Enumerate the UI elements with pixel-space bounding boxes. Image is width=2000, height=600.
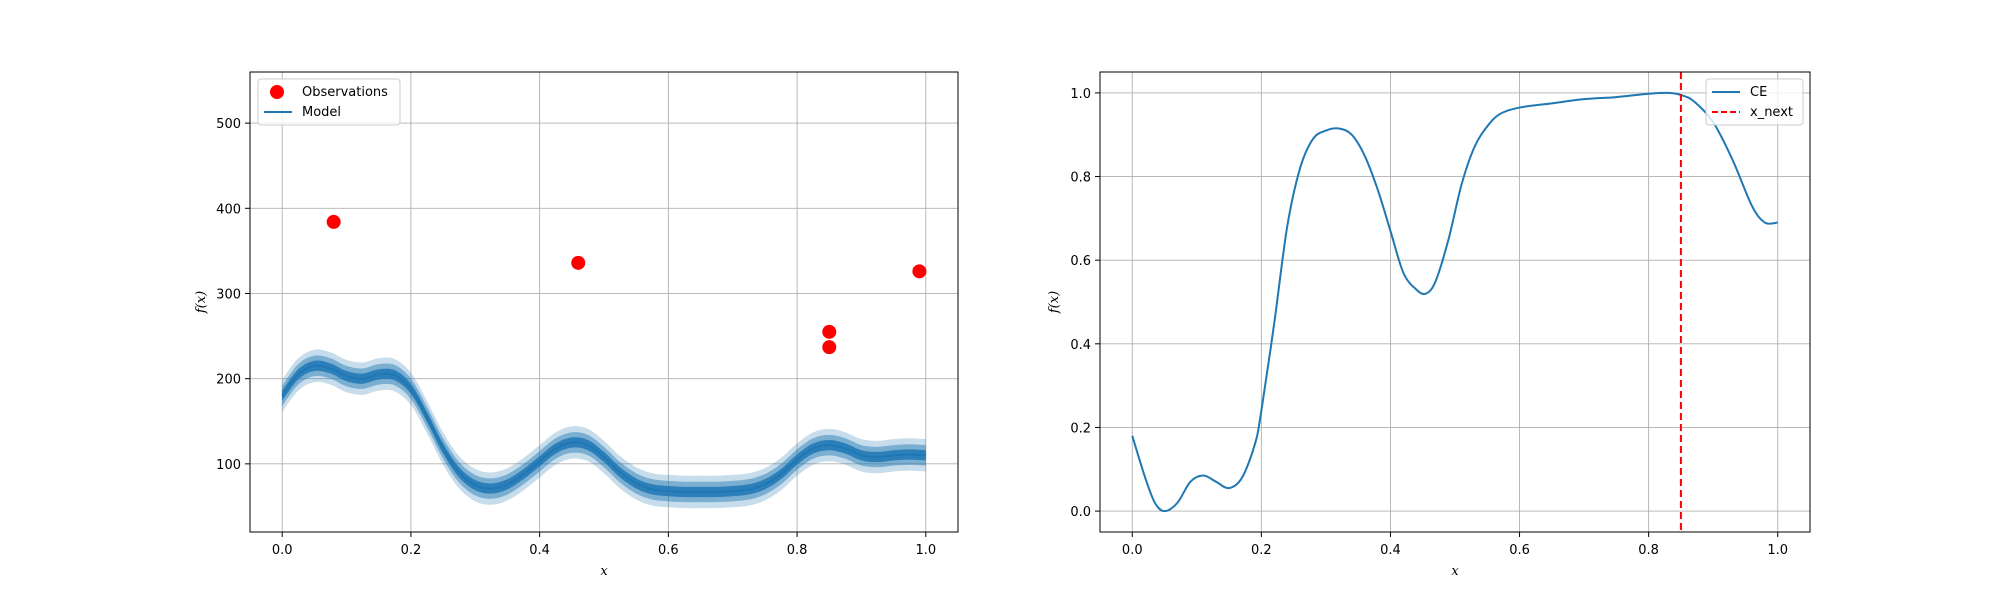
left-x-tick-label: 0.4 — [529, 543, 550, 558]
right-x-axis-label: x — [1451, 564, 1459, 579]
right-plot-background — [1100, 72, 1810, 532]
model-mean-line — [281, 364, 926, 494]
right-y-tick-label: 0.6 — [1070, 254, 1091, 269]
left-y-tick-label: 100 — [216, 458, 241, 473]
right-y-axis: 0.0 0.2 0.4 0.6 0.8 1.0 — [1070, 87, 1100, 520]
right-y-tick-label: 1.0 — [1070, 87, 1091, 102]
left-legend-box — [257, 78, 401, 126]
model-band-inner — [282, 360, 926, 498]
left-y-tick-label: 300 — [216, 287, 241, 302]
left-y-tick-label: 500 — [216, 117, 241, 132]
observation-point — [571, 255, 586, 270]
observation-point — [326, 214, 341, 229]
right-x-axis: 0.0 0.2 0.4 0.6 0.8 1.0 — [1122, 532, 1788, 558]
legend-model-label: Model — [302, 105, 341, 120]
right-legend-box — [1705, 78, 1804, 126]
left-x-axis-label: x — [600, 564, 608, 579]
left-x-axis: 0.0 0.2 0.4 0.6 0.8 1.0 — [272, 532, 936, 558]
observation-point — [822, 324, 837, 339]
ce-line — [1131, 91, 1778, 513]
right-x-tick-label: 0.4 — [1380, 543, 1401, 558]
left-x-tick-label: 0.2 — [401, 543, 422, 558]
right-x-tick-label: 1.0 — [1767, 543, 1788, 558]
right-x-tick-label: 0.6 — [1509, 543, 1530, 558]
right-ce-series — [1131, 91, 1778, 513]
model-band-middle — [282, 355, 926, 503]
right-y-tick-label: 0.4 — [1070, 338, 1091, 353]
right-legend: CE x_next — [1705, 78, 1804, 126]
legend-observations-marker — [270, 85, 284, 99]
left-y-axis-label: f(x) — [194, 291, 209, 314]
legend-observations-label: Observations — [302, 85, 388, 100]
right-x-tick-label: 0.8 — [1638, 543, 1659, 558]
right-y-axis-label: f(x) — [1047, 291, 1062, 314]
left-x-tick-label: 0.8 — [787, 543, 808, 558]
legend-ce-label: CE — [1750, 85, 1767, 100]
right-y-tick-label: 0.0 — [1070, 505, 1091, 520]
right-grid — [1100, 72, 1810, 532]
left-y-axis: 100 200 300 400 500 — [216, 117, 250, 473]
right-x-tick-label: 0.0 — [1122, 543, 1143, 558]
observation-point — [822, 340, 837, 355]
left-model-bands — [282, 349, 926, 509]
model-band-outer — [282, 349, 926, 509]
left-y-tick-label: 200 — [216, 373, 241, 388]
left-y-tick-label: 400 — [216, 202, 241, 217]
right-y-tick-label: 0.2 — [1070, 421, 1091, 436]
right-x-tick-label: 0.2 — [1251, 543, 1272, 558]
left-x-tick-label: 0.6 — [658, 543, 679, 558]
right-chart: 0.0 0.2 0.4 0.6 0.8 1.0 0.00.20.40.60.81.0 x … — [1047, 71, 1811, 579]
left-plot-frame — [249, 71, 959, 533]
observation-point — [912, 264, 927, 279]
legend-x-next-label: x_next — [1750, 105, 1793, 120]
left-model-series — [281, 364, 926, 494]
left-chart: 0.0 0.2 0.4 0.6 0.8 1.0 100 200 300 400 500 x f(x… — [194, 71, 959, 579]
left-x-tick-label: 1.0 — [915, 543, 936, 558]
right-plot-frame — [1099, 71, 1811, 533]
left-legend: Observations Model — [257, 78, 401, 126]
right-y-tick-label: 0.8 — [1070, 171, 1091, 186]
left-x-tick-label: 0.0 — [272, 543, 293, 558]
left-observations-series — [326, 214, 927, 355]
